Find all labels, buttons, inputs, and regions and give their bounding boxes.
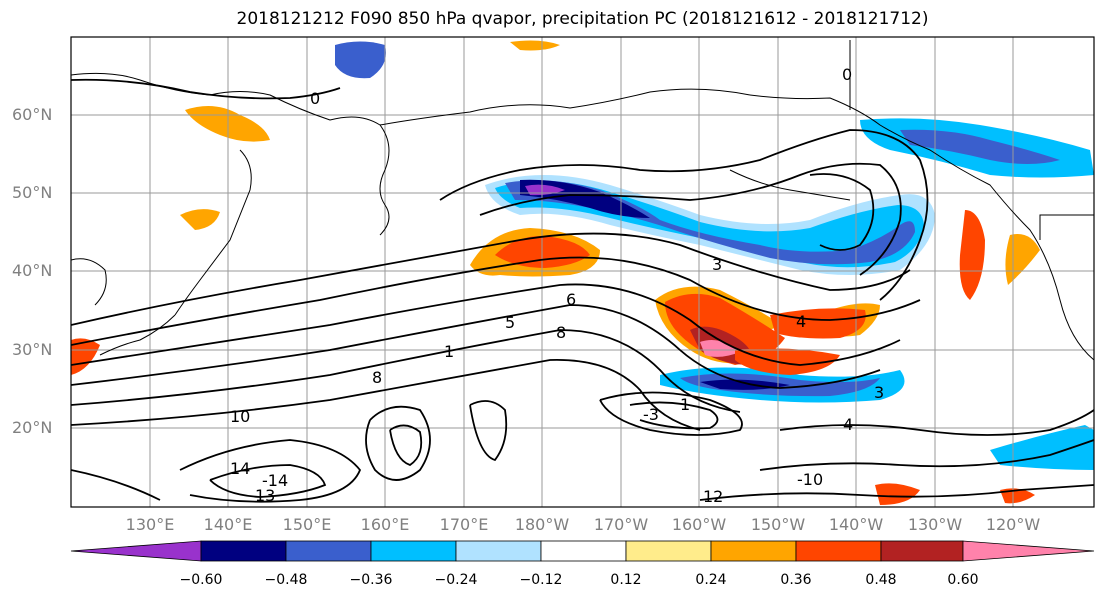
contour-label: 4: [843, 415, 853, 434]
colorbar-segment: [625, 540, 712, 562]
lat-label: 40°N: [12, 261, 53, 280]
contour-label: 12: [703, 487, 723, 506]
lon-label: 160°W: [671, 515, 727, 534]
map-area: [71, 37, 1094, 507]
lon-label: 130°W: [907, 515, 963, 534]
colorbar-tick: 0.60: [947, 572, 979, 588]
lat-label: 50°N: [12, 183, 53, 202]
contour-label: 4: [796, 312, 806, 331]
lon-label: 160°E: [360, 515, 410, 534]
contour-label: 0: [842, 65, 852, 84]
colorbar: [70, 540, 1095, 562]
contour-label: 3: [874, 383, 884, 402]
colorbar-tick: −0.36: [349, 572, 393, 588]
map-title: 2018121212 F090 850 hPa qvapor, precipit…: [236, 9, 929, 29]
colorbar-tick: −0.24: [434, 572, 478, 588]
colorbar-tick: −0.60: [179, 572, 223, 588]
contour-label: 3: [712, 255, 722, 274]
colorbar-segment: [285, 540, 372, 562]
colorbar-segment: [70, 540, 202, 562]
lon-label: 130°E: [125, 515, 175, 534]
colorbar-segment: [370, 540, 457, 562]
contour-labels: 0 0 1 3 4 5 6 8 8 10 12 13 14 -14 -10 1 …: [230, 65, 884, 506]
contour-lines: [71, 78, 1094, 503]
colorbar-tick: −0.12: [519, 572, 563, 588]
colorbar-segment: [795, 540, 882, 562]
colorbar-segment: [540, 540, 627, 562]
lon-label: 140°W: [828, 515, 884, 534]
colorbar-tick: 0.24: [695, 572, 727, 588]
contour-label: 14: [230, 459, 250, 478]
colorbar-tick: 0.36: [780, 572, 812, 588]
colorbar-segment: [880, 540, 964, 562]
contour-label: 6: [566, 290, 576, 309]
map-border: [70, 36, 1095, 508]
colorbar-segment: [200, 540, 287, 562]
colorbar-tick: 0.12: [610, 572, 642, 588]
lon-label: 150°W: [750, 515, 806, 534]
contour-label: 8: [556, 323, 566, 342]
lon-label: 170°W: [593, 515, 649, 534]
contour-label: 10: [230, 407, 250, 426]
lon-label: 170°E: [439, 515, 489, 534]
contour-label: 8: [372, 368, 382, 387]
lat-label: 30°N: [12, 340, 53, 359]
colorbar-segment: [962, 540, 1095, 562]
lon-label: 150°E: [282, 515, 332, 534]
contour-label: 0: [310, 89, 320, 108]
colorbar-segment: [455, 540, 542, 562]
lon-label: 180°W: [514, 515, 570, 534]
contour-label: 13: [255, 486, 275, 505]
contour-label: 1: [444, 342, 454, 361]
colorbar-segment: [710, 540, 797, 562]
contour-label: -14: [262, 471, 288, 490]
lon-label: 140°E: [203, 515, 253, 534]
contour-label: -3: [643, 405, 659, 424]
graticule: [71, 37, 1094, 507]
lon-label: 120°W: [985, 515, 1041, 534]
shaded-field-negative: [335, 41, 1094, 470]
lat-label: 20°N: [12, 418, 53, 437]
lat-label: 60°N: [12, 105, 53, 124]
contour-label: 1: [680, 395, 690, 414]
contour-label: -10: [797, 470, 823, 489]
contour-label: 5: [505, 313, 515, 332]
colorbar-tick: 0.48: [865, 572, 897, 588]
colorbar-tick: −0.48: [264, 572, 308, 588]
